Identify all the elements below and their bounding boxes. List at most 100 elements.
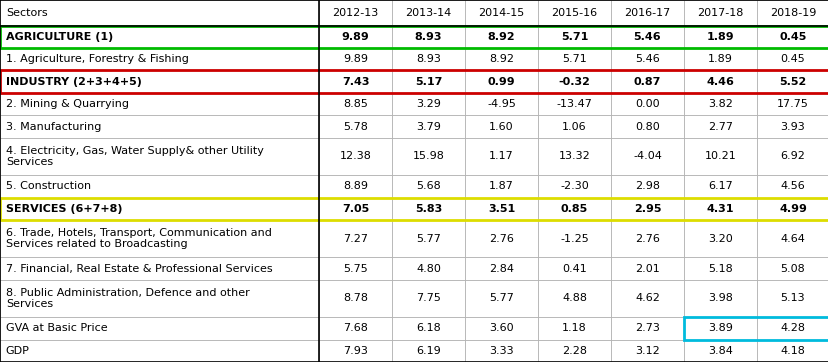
Text: 6.17: 6.17 [707, 181, 732, 191]
Bar [756, 93, 828, 115]
Bar [610, 0, 683, 26]
Text: 0.45: 0.45 [778, 32, 806, 42]
Bar [319, 48, 392, 71]
Text: 3.12: 3.12 [634, 346, 659, 356]
Text: 5.71: 5.71 [560, 32, 588, 42]
Bar [683, 138, 756, 175]
Bar [683, 26, 756, 48]
Text: 1.87: 1.87 [489, 181, 513, 191]
Bar [683, 71, 756, 93]
Bar [0, 115, 319, 138]
Text: 4.62: 4.62 [634, 294, 659, 303]
Bar [756, 280, 828, 317]
Text: 4.31: 4.31 [705, 204, 734, 214]
Bar [610, 138, 683, 175]
Text: 5.08: 5.08 [780, 264, 804, 274]
Bar [610, 115, 683, 138]
Bar [0, 340, 319, 362]
Text: 6.92: 6.92 [779, 151, 805, 161]
Text: 3.29: 3.29 [416, 99, 440, 109]
Text: 5.78: 5.78 [343, 122, 368, 131]
Text: 1.89: 1.89 [705, 32, 734, 42]
Bar [756, 175, 828, 198]
Bar [319, 280, 392, 317]
Bar [683, 175, 756, 198]
Text: 3.84: 3.84 [707, 346, 732, 356]
Text: 0.99: 0.99 [487, 77, 515, 87]
Bar [537, 198, 610, 220]
Text: 2.95: 2.95 [633, 204, 661, 214]
Bar [392, 257, 465, 280]
Bar [392, 280, 465, 317]
Text: 5. Construction: 5. Construction [6, 181, 91, 191]
Text: SERVICES (6+7+8): SERVICES (6+7+8) [6, 204, 123, 214]
Bar [465, 340, 537, 362]
Text: 0.80: 0.80 [634, 122, 659, 131]
Bar [756, 340, 828, 362]
Bar [537, 280, 610, 317]
Text: INDUSTRY (2+3+4+5): INDUSTRY (2+3+4+5) [6, 77, 142, 87]
Text: 7.43: 7.43 [341, 77, 369, 87]
Text: 5.13: 5.13 [780, 294, 804, 303]
Bar [0, 26, 319, 48]
Text: 3.20: 3.20 [707, 233, 732, 244]
Text: 2014-15: 2014-15 [478, 8, 524, 18]
Text: 5.46: 5.46 [633, 32, 661, 42]
Bar [537, 0, 610, 26]
Bar [0, 317, 319, 340]
Bar [465, 138, 537, 175]
Bar [319, 198, 392, 220]
Bar [319, 93, 392, 115]
Text: 12.38: 12.38 [339, 151, 371, 161]
Text: 2017-18: 2017-18 [696, 8, 743, 18]
Text: 4.18: 4.18 [779, 346, 805, 356]
Bar [465, 257, 537, 280]
Bar [0, 48, 319, 71]
Text: 2.73: 2.73 [634, 323, 659, 333]
Text: 2.98: 2.98 [634, 181, 659, 191]
Text: Sectors: Sectors [6, 8, 47, 18]
Text: 8.93: 8.93 [414, 32, 442, 42]
Bar [319, 138, 392, 175]
Bar [756, 138, 828, 175]
Text: 7. Financial, Real Estate & Professional Services: 7. Financial, Real Estate & Professional… [6, 264, 272, 274]
Bar [0, 280, 319, 317]
Bar [392, 48, 465, 71]
Text: 5.71: 5.71 [561, 54, 586, 64]
Bar [537, 115, 610, 138]
Text: 4.88: 4.88 [561, 294, 586, 303]
Bar [0, 71, 828, 93]
Text: 3.89: 3.89 [707, 323, 732, 333]
Text: 1. Agriculture, Forestry & Fishing: 1. Agriculture, Forestry & Fishing [6, 54, 189, 64]
Text: -13.47: -13.47 [556, 99, 592, 109]
Bar [683, 280, 756, 317]
Bar [610, 280, 683, 317]
Text: 9.89: 9.89 [343, 54, 368, 64]
Text: 9.89: 9.89 [341, 32, 369, 42]
Bar [0, 71, 319, 93]
Text: 3.60: 3.60 [489, 323, 513, 333]
Bar [610, 198, 683, 220]
Bar [537, 138, 610, 175]
Text: 7.68: 7.68 [343, 323, 368, 333]
Bar [465, 317, 537, 340]
Text: 5.68: 5.68 [416, 181, 440, 191]
Bar [465, 198, 537, 220]
Bar [392, 175, 465, 198]
Bar [465, 71, 537, 93]
Text: 7.75: 7.75 [416, 294, 440, 303]
Bar [537, 340, 610, 362]
Bar [683, 317, 828, 340]
Text: AGRICULTURE (1): AGRICULTURE (1) [6, 32, 113, 42]
Bar [465, 26, 537, 48]
Bar [0, 93, 319, 115]
Bar [465, 93, 537, 115]
Bar [610, 71, 683, 93]
Bar [0, 198, 828, 220]
Text: 2. Mining & Quarrying: 2. Mining & Quarrying [6, 99, 128, 109]
Text: 8.92: 8.92 [487, 32, 515, 42]
Text: 2.76: 2.76 [489, 233, 513, 244]
Text: 5.17: 5.17 [414, 77, 442, 87]
Text: 2.76: 2.76 [634, 233, 659, 244]
Text: 5.77: 5.77 [416, 233, 440, 244]
